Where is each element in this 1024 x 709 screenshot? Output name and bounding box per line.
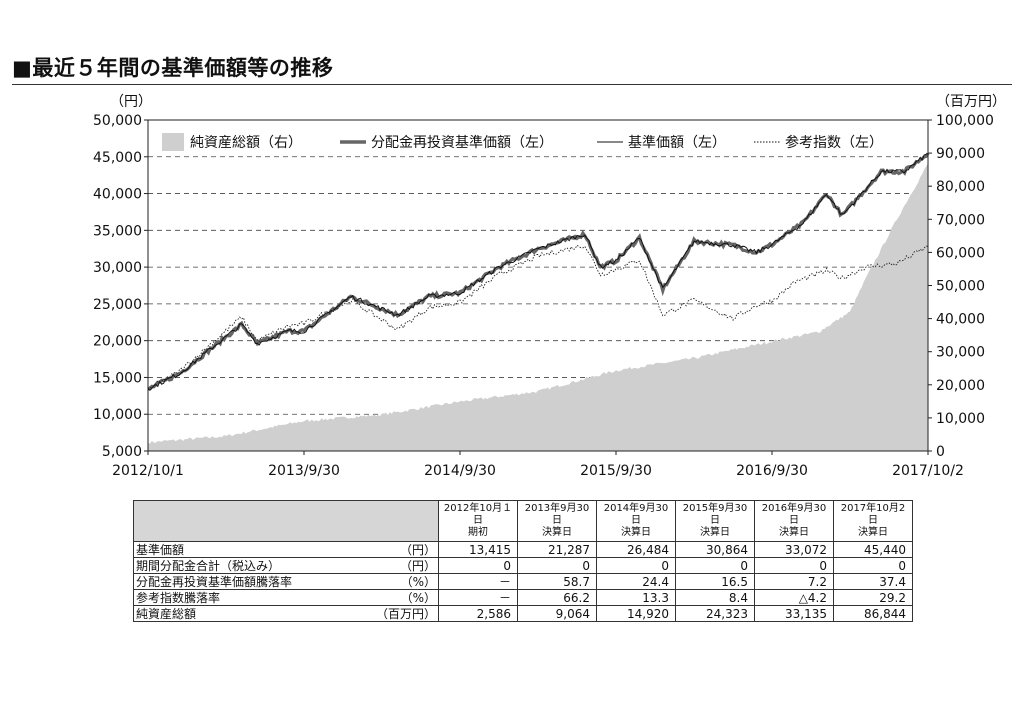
table-header-cell: 2016年9月30日 決算日 [754, 500, 834, 542]
table-cell: 26,484 [596, 541, 676, 558]
table-cell: 30,864 [675, 541, 755, 558]
table-row: 基準価額 （円） 13,415 21,287 26,484 30,864 33,0… [133, 541, 913, 558]
section-heading: ■最近５年間の基準価額等の推移 [12, 56, 334, 80]
legend: 純資産総額（右） 分配金再投資基準価額（左） 基準価額（左） 参考指数（左） [162, 133, 883, 151]
y-tick-label-left: 20,000 [93, 334, 142, 350]
row-label: 期間分配金合計（税込み） （円） [133, 557, 439, 574]
y-tick-label-right: 40,000 [936, 312, 985, 328]
y-tick-label-right: 50,000 [936, 279, 985, 295]
table-cell: 14,920 [596, 605, 676, 622]
y-tick-label-right: 20,000 [936, 378, 985, 394]
x-tick-label: 2012/10/1 [112, 463, 184, 479]
net-assets-area-layer [148, 163, 928, 451]
x-tick-label: 2014/9/30 [424, 463, 496, 479]
legend-label: 基準価額（左） [628, 134, 726, 151]
legend-label: 分配金再投資基準価額（左） [371, 134, 553, 151]
table-header-cell: 2012年10月１日 期初 [438, 500, 518, 542]
y-tick-label-right: 10,000 [936, 411, 985, 427]
table-cell: 86,844 [833, 605, 913, 622]
x-tick-label: 2017/10/2 [892, 463, 964, 479]
right-unit-label: （百万円） [936, 94, 1006, 110]
row-label: 純資産総額 （百万円） [133, 605, 439, 622]
net-assets-area [148, 163, 928, 451]
x-tick-label: 2016/9/30 [736, 463, 808, 479]
price-lines-layer [147, 152, 930, 391]
table-row: 参考指数騰落率 （%） － 66.2 13.3 8.4 △4.2 29.2 [133, 589, 913, 606]
table-cell: 37.4 [833, 573, 913, 590]
row-label: 分配金再投資基準価額騰落率 （%） [133, 573, 439, 590]
y-tick-label-left: 50,000 [93, 113, 142, 129]
table-cell: 66.2 [517, 589, 597, 606]
left-unit-label: （円） [110, 94, 152, 110]
table-cell: 45,440 [833, 541, 913, 558]
table-cell: 33,135 [754, 605, 834, 622]
table-row: 分配金再投資基準価額騰落率 （%） － 58.7 24.4 16.5 7.2 37… [133, 573, 913, 590]
y-tick-label-left: 15,000 [93, 370, 142, 386]
table-cell: 7.2 [754, 573, 834, 590]
table-cell: 0 [833, 557, 913, 574]
legend-swatch-area [162, 133, 184, 151]
row-label: 基準価額 （円） [133, 541, 439, 558]
table-cell: 16.5 [675, 573, 755, 590]
table-cell: 24.4 [596, 573, 676, 590]
y-tick-label-right: 30,000 [936, 345, 985, 361]
legend-label: 参考指数（左） [785, 134, 883, 151]
table-row: 期間分配金合計（税込み） （円） 0 0 0 0 0 0 [133, 557, 913, 574]
y-tick-label-right: 70,000 [936, 212, 985, 228]
table-header-corner [133, 500, 439, 542]
table-cell: 21,287 [517, 541, 597, 558]
y-tick-label-right: 80,000 [936, 179, 985, 195]
y-tick-label-left: 10,000 [93, 407, 142, 423]
table-cell: 8.4 [675, 589, 755, 606]
y-tick-label-right: 60,000 [936, 245, 985, 261]
nav-chart: 50,000 45,000 40,000 35,000 30,000 25,000 20,0… [93, 94, 1006, 479]
table-cell: 9,064 [517, 605, 597, 622]
y-tick-label-left: 30,000 [93, 260, 142, 276]
x-tick-label: 2013/9/30 [268, 463, 340, 479]
table-header-cell: 2015年9月30日 決算日 [675, 500, 755, 542]
y-tick-label-left: 45,000 [93, 150, 142, 166]
table-cell: 13,415 [438, 541, 518, 558]
table-cell: 0 [675, 557, 755, 574]
table-cell: － [438, 589, 518, 606]
table-cell: 0 [438, 557, 518, 574]
table-header-row: 2012年10月１日 期初 2013年9月30日 決算日 2014年9月30日 決算日… [133, 500, 913, 542]
table-row: 純資産総額 （百万円） 2,586 9,064 14,920 24,323 33,… [133, 605, 913, 622]
table-header-cell: 2014年9月30日 決算日 [596, 500, 676, 542]
table-cell: 24,323 [675, 605, 755, 622]
y-tick-label-right: 100,000 [936, 113, 994, 129]
reference-index-line [147, 244, 929, 390]
table-cell: 33,072 [754, 541, 834, 558]
table-cell: 0 [517, 557, 597, 574]
table-cell: 0 [596, 557, 676, 574]
summary-table: 2012年10月１日 期初 2013年9月30日 決算日 2014年9月30日 決算日… [133, 500, 913, 622]
y-tick-label-left: 25,000 [93, 297, 142, 313]
y-tick-label-left: 40,000 [93, 187, 142, 203]
table-cell: 58.7 [517, 573, 597, 590]
y-tick-label-right: 0 [936, 444, 945, 460]
table-cell: 0 [754, 557, 834, 574]
table-header-cell: 2013年9月30日 決算日 [517, 500, 597, 542]
nav-line [147, 153, 929, 391]
table-cell: 29.2 [833, 589, 913, 606]
table-cell: 13.3 [596, 589, 676, 606]
legend-label: 純資産総額（右） [190, 135, 302, 151]
y-tick-label-right: 90,000 [936, 146, 985, 162]
axis-labels: 50,000 45,000 40,000 35,000 30,000 25,000 20,0… [93, 113, 994, 479]
x-tick-label: 2015/9/30 [580, 463, 652, 479]
table-header-cell: 2017年10月2日 決算日 [833, 500, 913, 542]
table-cell: － [438, 573, 518, 590]
y-tick-label-left: 35,000 [93, 223, 142, 239]
heading-divider [12, 84, 1012, 85]
y-tick-label-left: 5,000 [102, 444, 142, 460]
table-cell: 2,586 [438, 605, 518, 622]
table-cell: △4.2 [754, 589, 834, 606]
row-label: 参考指数騰落率 （%） [133, 589, 439, 606]
